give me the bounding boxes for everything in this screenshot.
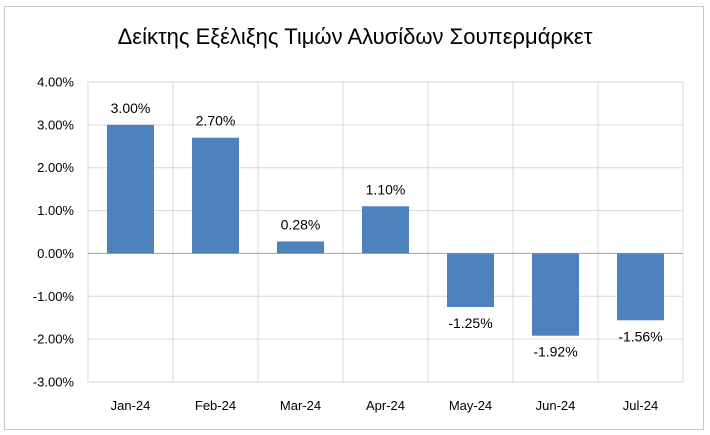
bar-jan-24 <box>107 124 154 254</box>
gridlines <box>87 81 684 383</box>
x-tick-label: Jun-24 <box>536 398 576 413</box>
data-label: -1.25% <box>448 315 492 331</box>
x-tick-label: Feb-24 <box>195 398 236 413</box>
y-tick-label: 1.00% <box>37 203 74 218</box>
data-label: 2.70% <box>196 113 236 129</box>
x-tick-label: Jan-24 <box>111 398 151 413</box>
bar-may-24 <box>447 253 494 307</box>
data-labels: 3.00% 2.70% 0.28% 1.10% -1.25% -1.92% -1.56% <box>111 100 663 360</box>
x-tick-label: Jul-24 <box>623 398 658 413</box>
chart-title: Δείκτης Εξέλιξης Τιμών Αλυσίδων Σουπερμά… <box>117 24 593 49</box>
bar-mar-24 <box>277 241 324 254</box>
bar-jul-24 <box>617 253 664 321</box>
data-label: 0.28% <box>281 216 321 232</box>
y-tick-label: 4.00% <box>37 75 74 90</box>
y-tick-label: -2.00% <box>33 332 75 347</box>
data-label: 1.10% <box>366 181 406 197</box>
x-tick-label: Mar-24 <box>280 398 321 413</box>
bars <box>107 124 664 336</box>
y-axis-ticks: 4.00% 3.00% 2.00% 1.00% 0.00% -1.00% -2.00% -3.… <box>33 75 75 390</box>
x-axis-ticks: Jan-24 Feb-24 Mar-24 Apr-24 May-24 Jun-24 Jul-… <box>111 398 659 413</box>
bar-apr-24 <box>362 206 409 254</box>
data-label: 3.00% <box>111 100 151 116</box>
data-label: -1.56% <box>618 328 662 344</box>
x-tick-label: May-24 <box>449 398 492 413</box>
y-tick-label: 0.00% <box>37 246 74 261</box>
y-tick-label: 2.00% <box>37 160 74 175</box>
bar-feb-24 <box>192 137 239 254</box>
bar-jun-24 <box>532 253 579 336</box>
y-tick-label: -1.00% <box>33 289 75 304</box>
y-tick-label: -3.00% <box>33 375 75 390</box>
y-tick-label: 3.00% <box>37 117 74 132</box>
x-tick-label: Apr-24 <box>366 398 405 413</box>
data-label: -1.92% <box>533 344 577 360</box>
